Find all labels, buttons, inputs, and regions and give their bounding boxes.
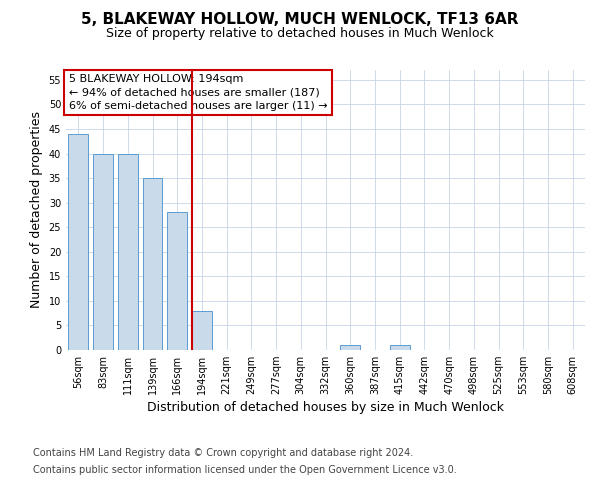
Text: 5, BLAKEWAY HOLLOW, MUCH WENLOCK, TF13 6AR: 5, BLAKEWAY HOLLOW, MUCH WENLOCK, TF13 6…	[81, 12, 519, 28]
Bar	[143, 178, 163, 350]
Text: Distribution of detached houses by size in Much Wenlock: Distribution of detached houses by size …	[147, 401, 504, 414]
Text: Contains public sector information licensed under the Open Government Licence v3: Contains public sector information licen…	[33, 465, 457, 475]
Y-axis label: Number of detached properties: Number of detached properties	[30, 112, 43, 308]
Bar	[390, 345, 410, 350]
Text: Contains HM Land Registry data © Crown copyright and database right 2024.: Contains HM Land Registry data © Crown c…	[33, 448, 413, 458]
Bar	[93, 154, 113, 350]
Bar	[118, 154, 137, 350]
Text: 5 BLAKEWAY HOLLOW: 194sqm
← 94% of detached houses are smaller (187)
6% of semi-: 5 BLAKEWAY HOLLOW: 194sqm ← 94% of detac…	[68, 74, 327, 110]
Bar	[340, 345, 360, 350]
Bar	[192, 310, 212, 350]
Bar	[68, 134, 88, 350]
Text: Size of property relative to detached houses in Much Wenlock: Size of property relative to detached ho…	[106, 28, 494, 40]
Bar	[167, 212, 187, 350]
